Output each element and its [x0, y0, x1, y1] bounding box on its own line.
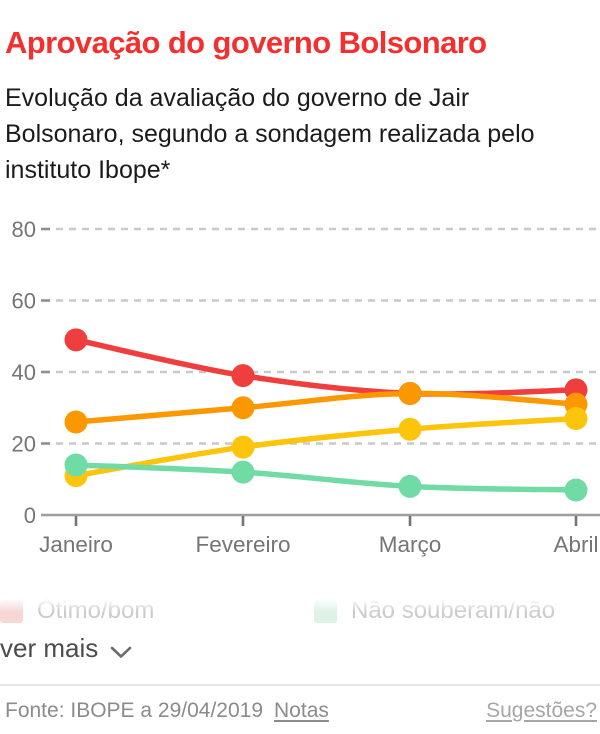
data-point-serie-laranja-março: [398, 381, 422, 405]
series-line-nao-souberam: [73, 462, 579, 493]
y-tick-label: 0: [24, 503, 36, 528]
data-point-serie-amarela-fevereiro: [231, 435, 255, 459]
source-text: Fonte: IBOPE a 29/04/2019: [5, 699, 264, 722]
data-point-serie-laranja-janeiro: [64, 410, 88, 434]
data-point-otimo-bom-fevereiro: [231, 364, 255, 388]
ver-mais-button[interactable]: ver mais: [0, 630, 132, 666]
footer-divider: [0, 684, 600, 686]
x-tick-label: Janeiro: [39, 532, 113, 557]
sugestoes-link[interactable]: Sugestões?: [486, 699, 597, 722]
series-line-serie-amarela: [73, 415, 579, 479]
chevron-down-icon: [110, 635, 132, 666]
notas-link[interactable]: Notas: [274, 699, 329, 722]
page-title: Aprovação do governo Bolsonaro: [5, 24, 487, 60]
series-line-otimo-bom: [73, 337, 579, 397]
y-tick-label: 80: [12, 217, 36, 242]
legend-swatch-nao-souberam: [314, 599, 337, 623]
x-tick-label: Abril: [553, 532, 598, 557]
data-point-otimo-bom-janeiro: [64, 328, 88, 352]
data-point-nao-souberam-fevereiro: [231, 460, 255, 484]
data-point-nao-souberam-janeiro: [64, 453, 88, 477]
data-point-nao-souberam-abril: [564, 478, 588, 502]
chart-legend: Ótimo/bom Não souberam/não: [0, 586, 600, 630]
page-subtitle: Evolução da avaliação do governo de Jair…: [5, 84, 535, 184]
legend-label: Ótimo/bom: [37, 597, 155, 624]
ver-mais-label: ver mais: [0, 632, 99, 663]
data-point-serie-laranja-fevereiro: [231, 396, 255, 420]
legend-swatch-otimo-bom: [0, 599, 23, 623]
data-point-serie-amarela-abril: [564, 406, 588, 430]
legend-item-otimo-bom[interactable]: Ótimo/bom: [0, 596, 314, 626]
footer: Fonte: IBOPE a 29/04/2019 Notas Sugestõe…: [5, 699, 597, 723]
legend-label: Não souberam/não: [351, 597, 556, 624]
y-tick-label: 60: [12, 289, 36, 314]
data-point-nao-souberam-março: [398, 474, 422, 498]
legend-item-nao-souberam[interactable]: Não souberam/não: [314, 596, 555, 626]
series-line-serie-laranja: [73, 390, 579, 425]
data-point-serie-amarela-março: [398, 417, 422, 441]
y-tick-label: 40: [12, 360, 36, 385]
x-tick-label: Março: [379, 532, 442, 557]
x-tick-label: Fevereiro: [195, 532, 290, 557]
approval-line-chart: 0 20 40 60 80 Janeiro Fevereiro Março Abril: [12, 217, 600, 557]
y-tick-label: 20: [12, 432, 36, 457]
